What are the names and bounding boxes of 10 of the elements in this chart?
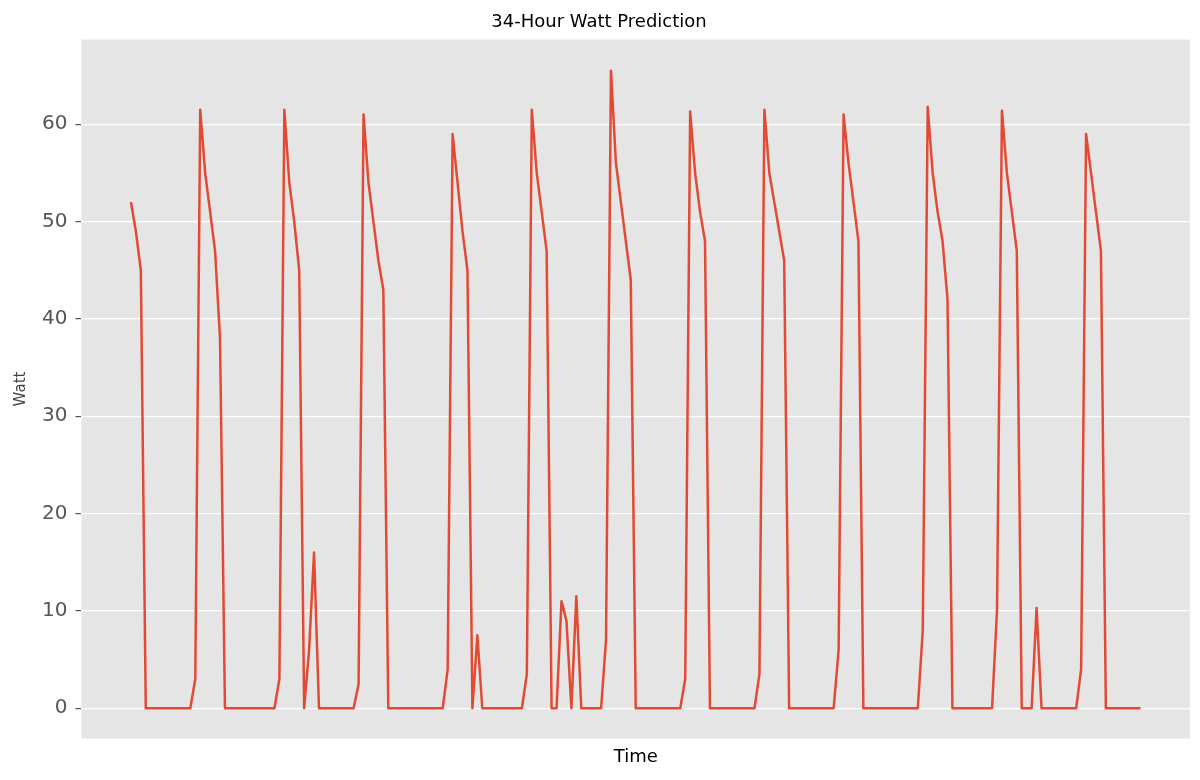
y-tick-label: 0 [54, 694, 68, 719]
y-tick-label: 10 [42, 597, 68, 622]
y-tick-label: 20 [42, 499, 68, 524]
y-tick-label: 30 [42, 402, 68, 427]
y-axis-title: Watt [10, 371, 29, 407]
x-axis-title: Time [612, 744, 658, 766]
chart-title: 34-Hour Watt Prediction [491, 10, 707, 32]
y-tick-label: 40 [42, 305, 68, 330]
y-tick-label: 60 [42, 110, 68, 135]
y-tick-label: 50 [42, 207, 68, 232]
